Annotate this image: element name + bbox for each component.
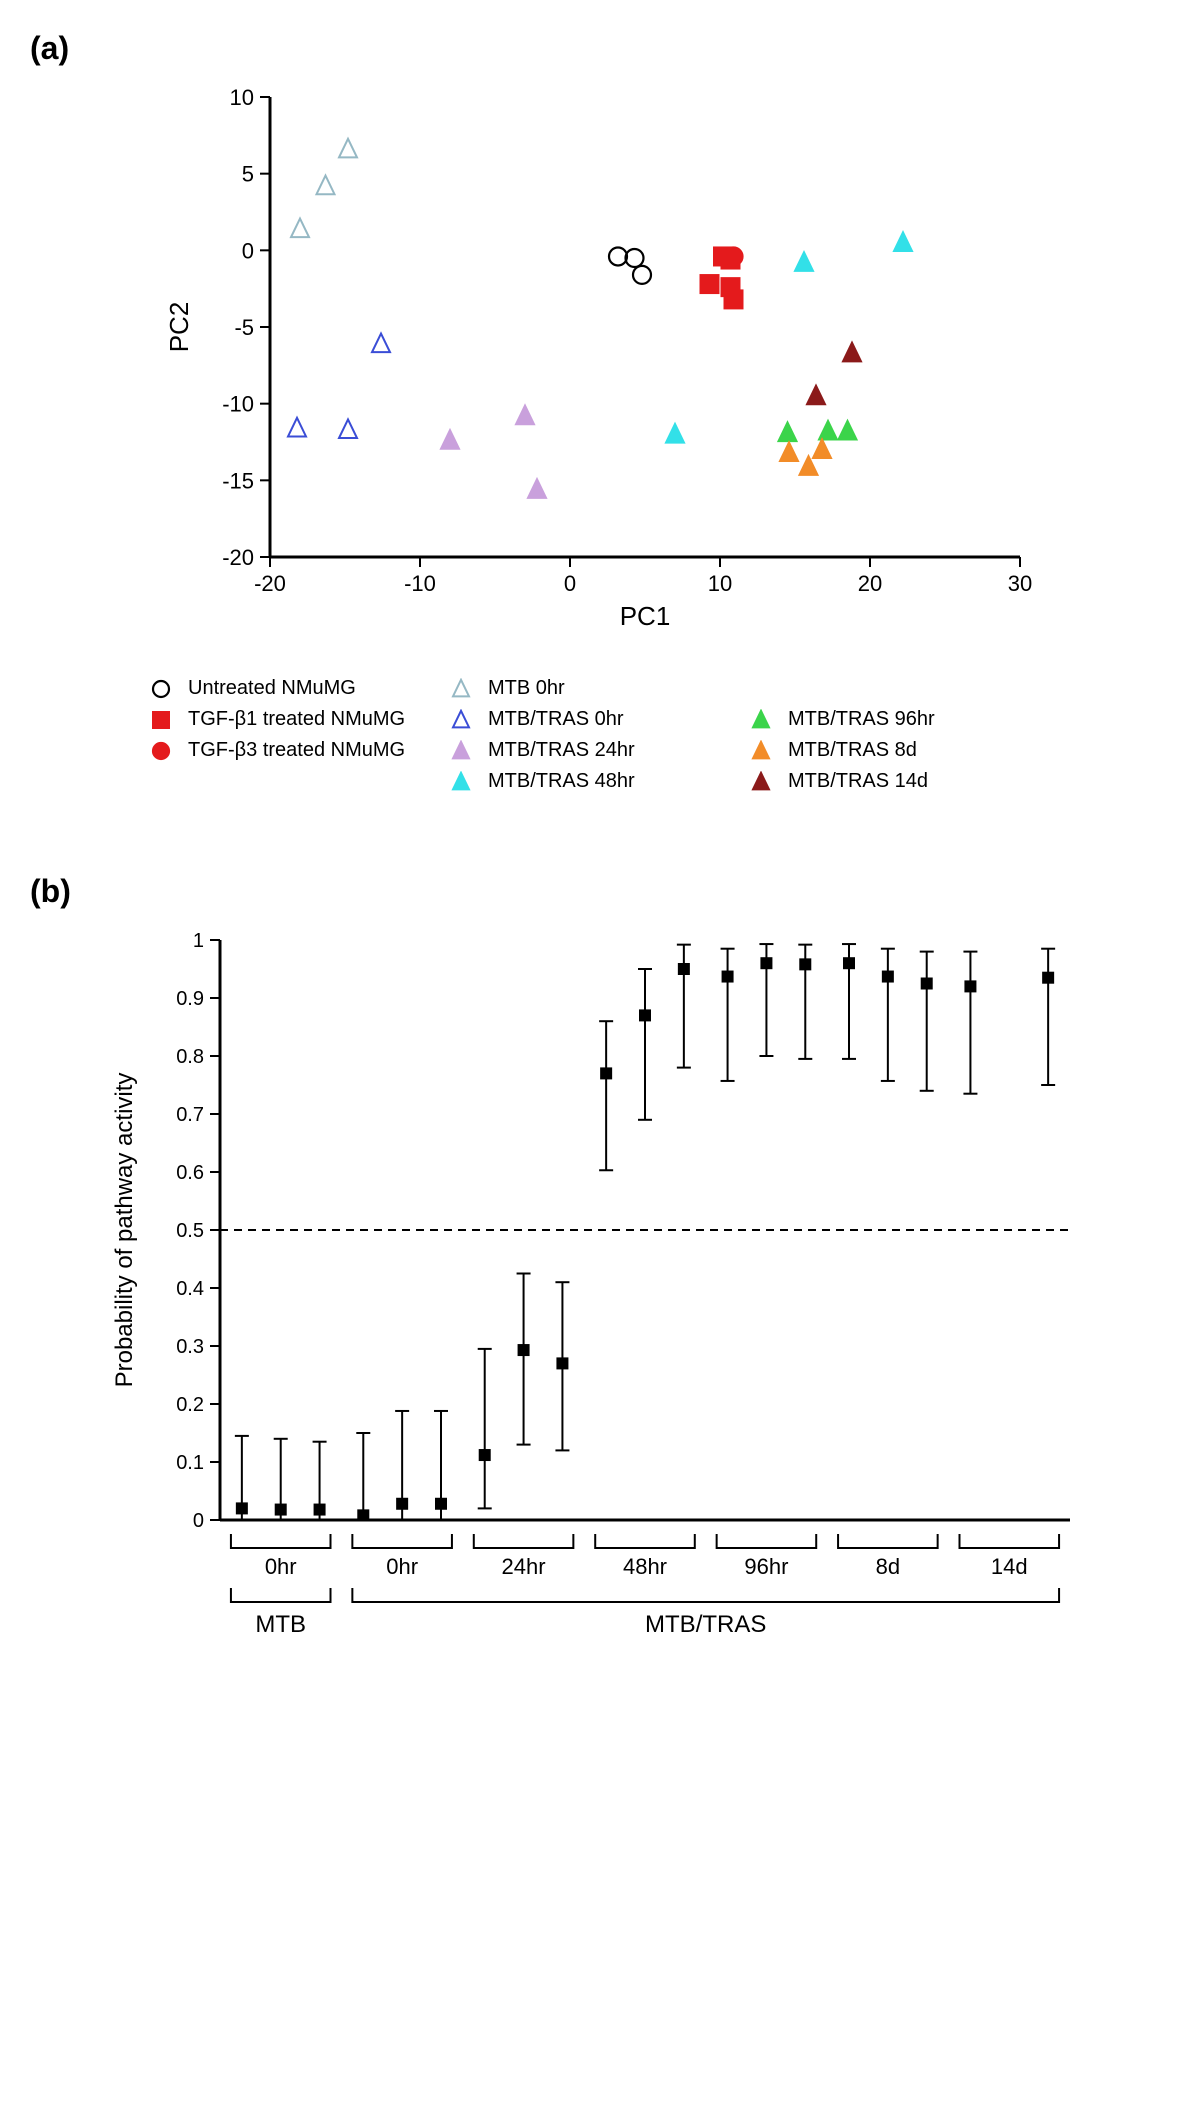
panel-b-chart-wrap: 0 0.1 0.2 0.3 0.4 0.5 0.6 0.7 0.8 0.9 1 Probability… [30,920,1170,1680]
legend-label: MTB/TRAS 24hr [488,739,635,762]
svg-text:0hr: 0hr [265,1554,297,1579]
legend-label: MTB/TRAS 48hr [488,770,635,793]
svg-text:10: 10 [708,571,732,596]
legend-label: MTB/TRAS 8d [788,739,917,762]
legend-item: MTB/TRAS 14d [750,770,1030,793]
legend-item: MTB/TRAS 48hr [450,770,730,793]
panel-a-label: (a) [30,30,1170,67]
legend-label: TGF-β3 treated NMuMG [188,739,405,762]
svg-text:30: 30 [1008,571,1032,596]
svg-text:PC2: PC2 [164,302,194,353]
legend-label: MTB/TRAS 0hr [488,708,624,731]
svg-text:0.3: 0.3 [176,1336,204,1358]
svg-text:10: 10 [230,85,254,110]
svg-text:Probability of pathway activit: Probability of pathway activity [111,1073,138,1388]
legend-item: Untreated NMuMG [150,677,430,700]
svg-text:0: 0 [564,571,576,596]
svg-text:-10: -10 [222,392,254,417]
svg-text:48hr: 48hr [623,1554,667,1579]
legend-item: TGF-β3 treated NMuMG [150,739,430,762]
legend-item: MTB/TRAS 8d [750,739,1030,762]
legend-item [150,770,430,793]
legend-item: MTB/TRAS 96hr [750,708,1030,731]
legend-label: MTB/TRAS 96hr [788,708,935,731]
legend-label: Untreated NMuMG [188,677,356,700]
svg-text:PC1: PC1 [620,601,671,631]
svg-text:-15: -15 [222,468,254,493]
svg-text:0.1: 0.1 [176,1452,204,1474]
svg-text:8d: 8d [876,1554,900,1579]
svg-text:0.6: 0.6 [176,1162,204,1184]
svg-text:0hr: 0hr [386,1554,418,1579]
svg-text:0.7: 0.7 [176,1104,204,1126]
svg-text:5: 5 [242,162,254,187]
legend-label: TGF-β1 treated NMuMG [188,708,405,731]
svg-text:0.2: 0.2 [176,1394,204,1416]
panel-a-chart-wrap: -20 -10 0 10 20 30 -20 -15 -10 -5 0 5 10 PC1 PC2 [30,77,1170,637]
panel-b-label: (b) [30,873,1170,910]
panel-a-legend: Untreated NMuMG MTB 0hr TGF-β1 treated NMu… [150,677,1050,793]
svg-text:24hr: 24hr [502,1554,546,1579]
svg-text:-5: -5 [234,315,254,340]
legend-item: MTB/TRAS 0hr [450,708,730,731]
svg-text:0.5: 0.5 [176,1220,204,1242]
svg-text:20: 20 [858,571,882,596]
svg-text:0.9: 0.9 [176,988,204,1010]
svg-text:0: 0 [193,1510,204,1532]
scatter-chart: -20 -10 0 10 20 30 -20 -15 -10 -5 0 5 10 PC1 PC2 [150,77,1050,637]
legend-item [750,677,1030,700]
svg-text:0.8: 0.8 [176,1046,204,1068]
svg-text:-20: -20 [222,545,254,570]
svg-text:96hr: 96hr [744,1554,788,1579]
svg-text:MTB: MTB [255,1611,306,1638]
probability-chart: 0 0.1 0.2 0.3 0.4 0.5 0.6 0.7 0.8 0.9 1 Probability… [100,920,1100,1680]
svg-text:0.4: 0.4 [176,1278,204,1300]
legend-item: TGF-β1 treated NMuMG [150,708,430,731]
svg-text:MTB/TRAS: MTB/TRAS [645,1611,766,1638]
svg-text:1: 1 [193,930,204,952]
legend-item: MTB/TRAS 24hr [450,739,730,762]
svg-text:14d: 14d [991,1554,1028,1579]
svg-text:-20: -20 [254,571,286,596]
legend-item: MTB 0hr [450,677,730,700]
legend-label: MTB 0hr [488,677,565,700]
svg-text:-10: -10 [404,571,436,596]
svg-text:0: 0 [242,238,254,263]
legend-label: MTB/TRAS 14d [788,770,928,793]
